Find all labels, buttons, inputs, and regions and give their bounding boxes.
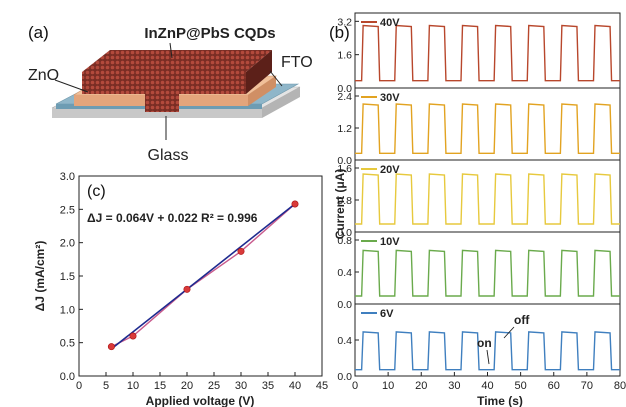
cqd-layer-top — [82, 50, 272, 72]
x-tick-label: 35 — [262, 380, 274, 392]
data-point — [237, 247, 245, 255]
legend-label: 30V — [380, 92, 400, 104]
x-axis-label: Applied voltage (V) — [146, 394, 255, 407]
on-annotation: on — [477, 336, 492, 350]
y-tick-label: 0.8 — [337, 235, 352, 247]
b-y-axis-label: Current (μA) — [333, 169, 347, 240]
fit-equation: ΔJ = 0.064V + 0.022 R² = 0.996 — [87, 211, 258, 225]
glass-substrate-front — [52, 108, 262, 118]
trace-6V — [355, 331, 620, 371]
x-tick-label: 50 — [515, 380, 527, 392]
x-tick-label: 20 — [415, 380, 427, 392]
callout-cqd — [169, 42, 173, 59]
y-tick-label: 2.5 — [60, 204, 75, 216]
x-tick-label: 25 — [208, 380, 220, 392]
y-tick-label: 2.0 — [60, 238, 75, 250]
callout-fto — [269, 70, 283, 87]
linear-fit-chart: 0 5 10 15 20 25 30 35 40 450.00.51.01.52.02.53.0 … — [33, 171, 328, 407]
strip-40V: 0.0 1.6 3.2 40V — [337, 12, 621, 95]
y-tick-label: 3.0 — [60, 171, 75, 183]
trace-20V — [355, 173, 620, 225]
trace-30V — [355, 103, 620, 155]
b-x-axis-label: Time (s) — [477, 394, 523, 407]
x-tick-label: 60 — [548, 380, 560, 392]
device-schematic: (a) InZnP@PbS CQDs ZnO FTO Glass — [28, 23, 313, 164]
y-tick-label: 1.2 — [337, 123, 352, 135]
trace-40V — [355, 24, 620, 82]
y-tick-label: 1.0 — [60, 304, 75, 316]
y-tick-label: 0.5 — [60, 338, 75, 350]
fit-line — [110, 203, 296, 350]
y-tick-label: 2.4 — [337, 91, 352, 103]
x-tick-label: 0 — [76, 380, 82, 392]
y-tick-label: 0.0 — [337, 155, 352, 167]
cqd-layer-front — [82, 72, 246, 94]
strip-30V: 0.0 1.2 2.4 30V — [337, 87, 621, 167]
callout-zno — [54, 79, 89, 93]
y-tick-label: 1.6 — [337, 50, 352, 62]
x-tick-label: 80 — [614, 380, 626, 392]
y-tick-label: 1.5 — [60, 271, 75, 283]
strip-20V: 0.0 0.8 1.6 20V — [337, 159, 621, 239]
x-tick-label: 10 — [127, 380, 139, 392]
zno-label: ZnO — [28, 67, 59, 84]
y-tick-label: 0.0 — [60, 371, 75, 383]
data-point — [129, 332, 137, 340]
data-point — [183, 285, 191, 293]
x-tick-label: 10 — [382, 380, 394, 392]
fto-label: FTO — [281, 54, 313, 71]
data-marks — [107, 200, 299, 351]
y-tick-label: 0.4 — [337, 335, 352, 347]
panel-b-label: (b) — [329, 23, 350, 42]
panel-a-label: (a) — [28, 23, 49, 42]
off-pointer — [503, 326, 515, 339]
x-tick-label: 0 — [352, 380, 358, 392]
y-axis-label: ΔJ (mA/cm²) — [33, 241, 47, 312]
x-tick-label: 5 — [103, 380, 109, 392]
glass-label: Glass — [148, 147, 189, 164]
strip-10V: 0.0 0.4 0.8 10V — [337, 231, 621, 311]
zno-layer-side — [248, 76, 276, 106]
legend-label: 20V — [380, 164, 400, 176]
y-tick-label: 0.4 — [337, 267, 352, 279]
cqd-layer-side — [246, 50, 272, 94]
axis-ticks: 0 5 10 15 20 25 30 35 40 45 0.0 0.5 1.0 1.5 2.0 2.5 3.0 — [60, 171, 328, 392]
legend-label: 6V — [380, 308, 394, 320]
y-tick-label: 0.0 — [337, 227, 352, 239]
y-tick-label: 1.6 — [337, 163, 352, 175]
cqd-pillar — [145, 94, 179, 112]
y-tick-label: 0.0 — [337, 83, 352, 95]
y-tick-label: 0.8 — [337, 195, 352, 207]
data-point — [291, 200, 299, 208]
glass-substrate-side — [262, 87, 300, 118]
x-tick-label: 40 — [289, 380, 301, 392]
y-tick-label: 0.0 — [337, 371, 352, 383]
legend-label: 40V — [380, 17, 400, 29]
off-annotation: off — [514, 313, 530, 327]
data-point — [107, 343, 115, 351]
x-tick-label: 70 — [581, 380, 593, 392]
legend-label: 10V — [380, 236, 400, 248]
cqd-label: InZnP@PbS CQDs — [144, 25, 275, 42]
y-tick-label: 3.2 — [337, 16, 352, 28]
on-pointer — [486, 349, 490, 365]
x-tick-label: 40 — [481, 380, 493, 392]
panel-c-label: (c) — [87, 183, 106, 200]
x-tick-label: 30 — [448, 380, 460, 392]
y-tick-label: 0.0 — [337, 299, 352, 311]
x-tick-label: 15 — [154, 380, 166, 392]
x-tick-label: 30 — [235, 380, 247, 392]
x-tick-label: 45 — [316, 380, 328, 392]
trace-10V — [355, 249, 620, 297]
x-tick-label: 20 — [181, 380, 193, 392]
